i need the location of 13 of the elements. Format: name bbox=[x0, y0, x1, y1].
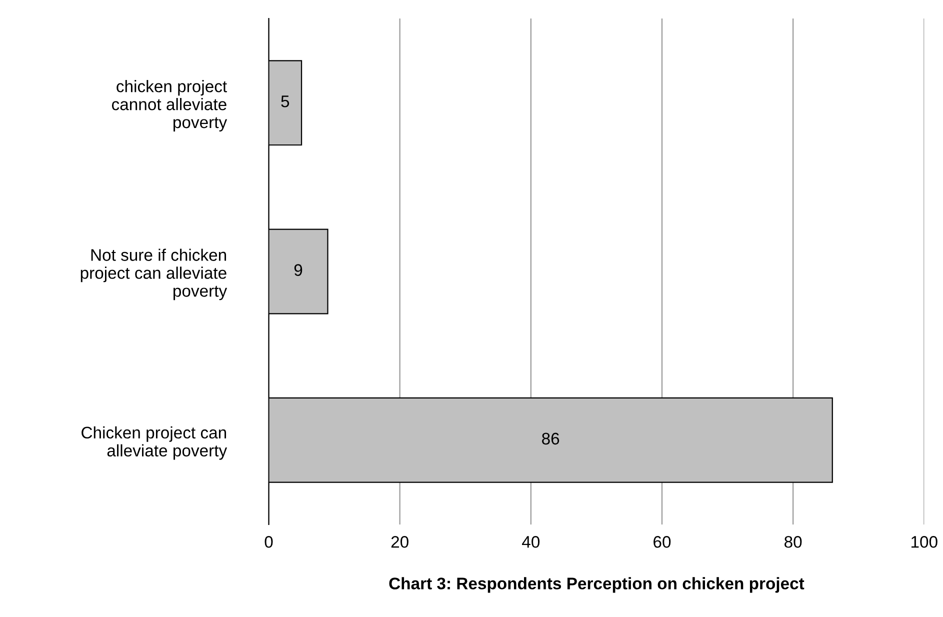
data-label: 5 bbox=[281, 96, 290, 108]
text: Chart 3: Respondents Perception on chicken project bbox=[389, 577, 804, 593]
y-tick-label: chicken project cannot alleviate poverty bbox=[112, 80, 228, 132]
data-label: 9 bbox=[294, 264, 302, 276]
x-tick-label: 80 bbox=[784, 536, 802, 548]
x-tick-label: 100 bbox=[912, 536, 938, 548]
y-tick-label: Chicken project can alleviate poverty bbox=[82, 426, 228, 460]
x-tick-label: 40 bbox=[522, 536, 540, 548]
x-tick-label: 20 bbox=[391, 536, 408, 548]
x-tick-label: 0 bbox=[264, 536, 273, 548]
x-tick-label: 60 bbox=[654, 536, 671, 548]
y-tick-label: Not sure if chicken project can alleviate poverty bbox=[80, 248, 228, 300]
data-label: 86 bbox=[542, 432, 560, 445]
